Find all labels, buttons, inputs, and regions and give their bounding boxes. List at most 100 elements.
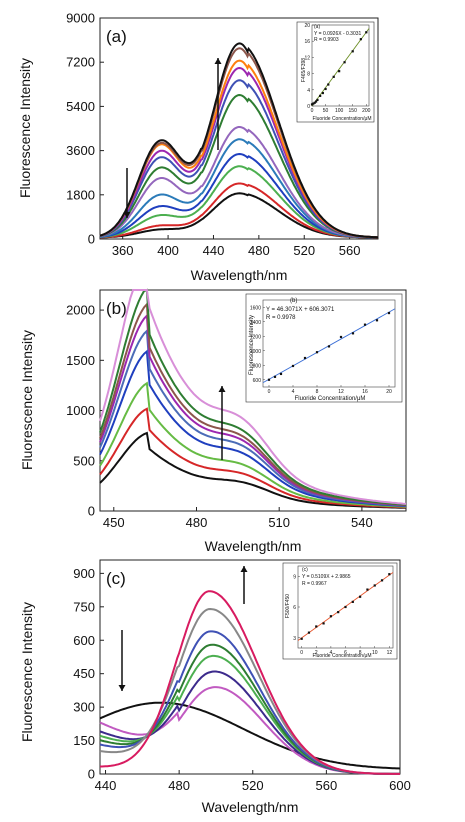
inset-x-tick-label: 4 — [329, 650, 332, 656]
inset-b-xlabel: Fluoride Concentration/μM — [295, 396, 366, 402]
inset-x-tick-label: 200 — [362, 108, 371, 114]
panel-b-xticks: 450 480 510 540 — [103, 507, 373, 530]
inset-data-point — [327, 83, 330, 86]
inset-x-tick-label: 12 — [338, 389, 344, 395]
inset-x-tick-label: 150 — [349, 108, 358, 114]
inset-x-tick-label: 6 — [344, 650, 347, 656]
panel-b-label: (b) — [106, 299, 127, 318]
inset-data-point — [321, 91, 324, 95]
inset-data-point — [310, 103, 314, 106]
panel-a-xticks: 360 400 440 480 520 560 — [112, 235, 361, 258]
panel-c-xticks: 440 480 520 560 600 — [95, 770, 411, 793]
inset-data-point — [316, 98, 319, 102]
inset-data-point — [380, 579, 384, 582]
inset-data-point — [388, 573, 391, 576]
panel-c-yticks: 0 150 300 450 600 750 900 — [73, 566, 104, 782]
curve-series-6 — [99, 126, 378, 239]
curve-series-8 — [99, 288, 407, 506]
inset-y-tick-label: 1200 — [250, 334, 261, 340]
panel-b-arrows — [218, 386, 226, 460]
y-tick-label: 0 — [88, 767, 95, 782]
inset-x-tick-label: 0 — [311, 108, 314, 114]
inset-x-tick-label: 0 — [268, 389, 271, 395]
inset-c-frame — [282, 562, 398, 660]
y-tick-label: 1500 — [66, 353, 95, 368]
inset-data-point — [300, 637, 303, 640]
y-tick-label: 3600 — [66, 143, 95, 158]
panel-c-curves — [99, 590, 401, 775]
inset-y-tick-label: 8 — [307, 72, 310, 78]
inset-x-tick-label: 0 — [300, 650, 303, 656]
x-tick-label: 360 — [112, 243, 134, 258]
inset-data-point — [314, 100, 318, 103]
y-tick-label: 0 — [88, 504, 95, 519]
inset-data-point — [319, 94, 322, 97]
inset-c-plot: 0 2 4 6 8 10 12 3 6 9 — [293, 565, 394, 656]
panel-b: (b) Fluorescence Intensity Wavelength/nm… — [19, 288, 407, 554]
panel-a: (a) Fluorescence Intensity Wavelength/nm… — [17, 11, 379, 283]
arrow-head-up — [218, 386, 226, 392]
inset-x-tick-label: 2 — [315, 650, 318, 656]
inset-b-equation: Y = 46.3071X + 606.3071 — [266, 307, 335, 313]
inset-data-point — [313, 101, 316, 104]
panel-c-label: (c) — [106, 569, 126, 588]
panel-a-xlabel: Wavelength/nm — [191, 267, 288, 283]
x-tick-label: 560 — [339, 243, 361, 258]
y-tick-label: 150 — [73, 733, 95, 748]
inset-b-ylabel: Fluorescence Intensity — [249, 315, 255, 375]
curve-series-9 — [99, 289, 407, 505]
inset-a-xlabel: Fluoride Concentration/μM — [312, 116, 371, 122]
inset-y-tick-label: 600 — [253, 378, 262, 384]
y-tick-label: 5400 — [66, 99, 95, 114]
inset-data-point — [315, 625, 318, 628]
inset-y-tick-label: 1600 — [250, 305, 261, 311]
inset-a-label: (a) — [314, 24, 320, 30]
panel-b-yticks: 0 500 1000 1500 2000 — [66, 303, 104, 519]
x-tick-label: 450 — [103, 515, 125, 530]
inset-x-tick-label: 16 — [362, 389, 368, 395]
y-tick-label: 1800 — [66, 187, 95, 202]
inset-a-ylabel: F465/F398 — [301, 58, 307, 82]
inset-y-tick-label: 6 — [293, 605, 296, 611]
arrow-head-down — [118, 685, 126, 691]
curve-series-2 — [99, 407, 407, 509]
panel-b-xlabel: Wavelength/nm — [205, 538, 302, 554]
inset-c-equation: Y = 0.5109X + 2.9865 — [302, 574, 351, 580]
inset-data-point — [365, 31, 368, 34]
curve-series-2 — [99, 686, 401, 775]
inset-c-r: R = 0.9967 — [302, 581, 327, 587]
panel-a-frame — [99, 17, 379, 240]
inset-x-tick-label: 4 — [292, 389, 295, 395]
x-tick-label: 480 — [248, 243, 270, 258]
y-tick-label: 7200 — [66, 55, 95, 70]
inset-data-point — [303, 356, 307, 360]
inset-data-point — [339, 335, 343, 339]
inset-data-point — [312, 102, 315, 105]
panel-c-inset: (c) Y = 0.5109X + 2.9865 R = 0.9967 F500… — [282, 562, 398, 660]
x-tick-label: 560 — [316, 778, 338, 793]
curve-series-8 — [100, 590, 400, 775]
inset-y-tick-label: 1400 — [250, 320, 261, 326]
x-tick-label: 400 — [157, 243, 179, 258]
inset-data-point — [359, 595, 362, 598]
panel-a-curves — [99, 42, 379, 239]
inset-y-tick-label: 0 — [307, 104, 310, 110]
inset-y-tick-label: 16 — [304, 39, 310, 45]
inset-data-point — [351, 50, 354, 53]
inset-data-point — [332, 75, 335, 78]
arrow-head-down — [123, 212, 131, 218]
panel-b-inset: (b) Y = 46.3071X + 606.3071 R = 0.9978 F… — [245, 293, 403, 403]
inset-data-point — [338, 70, 341, 73]
x-tick-label: 480 — [186, 515, 208, 530]
inset-x-tick-label: 100 — [335, 108, 344, 114]
inset-data-point — [343, 61, 346, 64]
inset-data-point — [351, 600, 354, 603]
panel-a-inset: (a) Y = 0.0926X - 0.3031 R = 0.9903 F465… — [296, 21, 375, 123]
panel-c-xlabel: Wavelength/nm — [202, 799, 299, 815]
panel-a-label: (a) — [106, 27, 127, 46]
inset-x-tick-label: 50 — [323, 108, 329, 114]
inset-y-tick-label: 800 — [253, 363, 262, 369]
inset-data-point — [315, 351, 319, 354]
inset-y-tick-label: 9 — [293, 574, 296, 580]
panel-b-frame — [99, 289, 407, 512]
